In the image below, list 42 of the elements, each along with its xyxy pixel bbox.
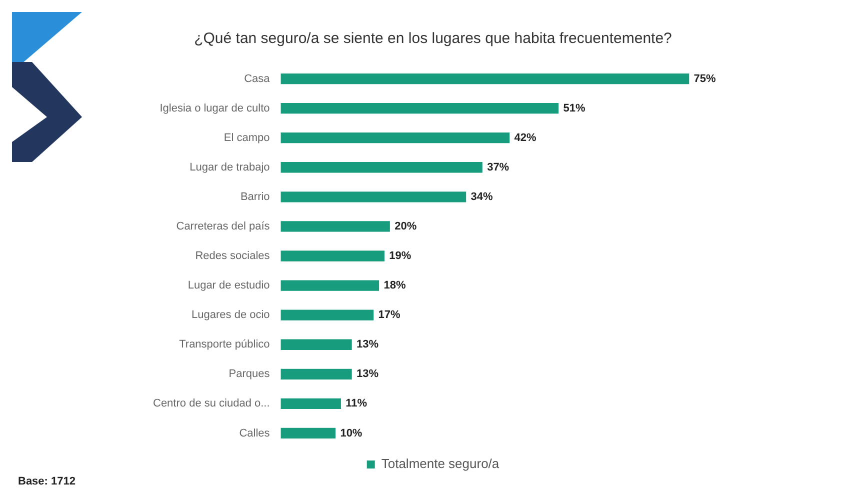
data-label: 13% [356, 338, 379, 351]
bar [280, 132, 510, 144]
y-tick-label: Calles [239, 427, 270, 440]
data-label: 37% [487, 161, 510, 174]
data-label: 34% [470, 190, 493, 203]
bar [280, 250, 384, 262]
legend-label: Totalmente seguro/a [381, 456, 500, 472]
y-tick-label: Barrio [240, 190, 270, 203]
y-tick-label: Lugar de estudio [188, 280, 270, 292]
text: Base: 1712 [18, 476, 76, 488]
data-label: 19% [389, 250, 412, 262]
bar [280, 192, 466, 202]
y-tick-label: Casa [244, 72, 271, 85]
data-label: 10% [340, 427, 362, 440]
data-label: 20% [394, 220, 417, 232]
bar [280, 398, 341, 410]
bar [280, 310, 374, 320]
bar [280, 428, 336, 439]
y-tick-label: Lugares de ocio [192, 309, 270, 322]
bar [280, 368, 352, 380]
data-label: 11% [346, 398, 368, 410]
y-tick-label: Parques [228, 368, 270, 380]
y-tick-label: Transporte público [179, 338, 270, 351]
y-tick-label: Redes sociales [195, 250, 270, 262]
bar [280, 162, 482, 173]
data-label: 13% [356, 368, 379, 380]
y-tick-label: Carreteras del país [176, 220, 270, 232]
bar [280, 73, 690, 84]
y-tick-label: Centro de su ciudad o... [153, 398, 270, 410]
data-label: 18% [384, 280, 406, 292]
data-label: 51% [563, 102, 586, 114]
bar [280, 339, 352, 350]
data-label: 42% [514, 132, 537, 144]
y-tick-label: Iglesia o lugar de culto [160, 102, 270, 114]
data-label: 75% [694, 72, 716, 85]
bar [280, 102, 559, 114]
bar [280, 280, 380, 291]
y-tick-label: El campo [224, 132, 270, 144]
data-label: 17% [378, 309, 401, 322]
y-tick-label: Lugar de trabajo [190, 161, 270, 174]
bar [280, 221, 390, 232]
chart-title: ¿Qué tan seguro/a se siente en los lugares que habita frecuentemente? [194, 30, 672, 48]
